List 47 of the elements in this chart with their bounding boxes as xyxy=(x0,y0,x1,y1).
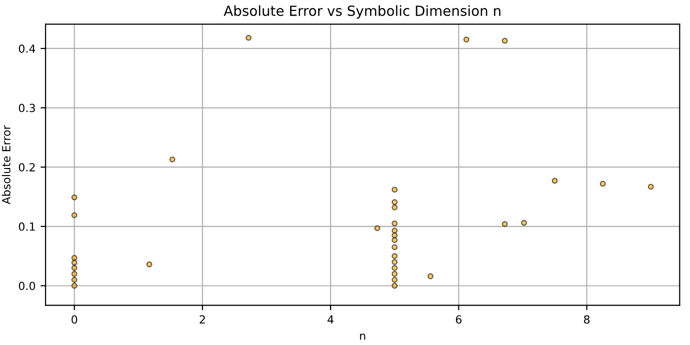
point xyxy=(392,237,398,244)
y-tick-label: 0.2 xyxy=(18,163,35,172)
x-tick-label: 0 xyxy=(72,315,78,324)
point xyxy=(463,36,470,43)
point xyxy=(392,228,398,234)
y-axis-title: Absolute Error xyxy=(2,125,10,204)
point xyxy=(71,254,78,261)
point xyxy=(146,261,152,268)
x-tick-label: 6 xyxy=(456,315,462,324)
point xyxy=(246,34,252,41)
point xyxy=(169,156,176,162)
point xyxy=(600,180,606,187)
x-tick-label: 8 xyxy=(584,315,590,324)
point xyxy=(392,259,398,265)
point xyxy=(392,220,398,226)
point xyxy=(392,270,398,277)
point xyxy=(392,204,398,210)
point xyxy=(374,225,380,232)
point xyxy=(392,253,398,260)
point xyxy=(71,260,78,266)
x-tick-label: 2 xyxy=(200,315,205,324)
point xyxy=(71,270,78,277)
y-tick-label: 0.3 xyxy=(18,104,35,112)
point xyxy=(71,282,78,289)
point xyxy=(392,186,398,193)
point xyxy=(71,264,78,271)
y-tick-label: 0.1 xyxy=(18,222,35,231)
point xyxy=(392,276,398,283)
point xyxy=(392,232,398,238)
chart-title: Absolute Error vs Symbolic Dimension n xyxy=(224,5,500,19)
point xyxy=(71,212,78,218)
point xyxy=(502,38,508,44)
point xyxy=(552,178,558,184)
point xyxy=(392,244,398,250)
point xyxy=(428,273,434,280)
x-axis-title: n xyxy=(360,334,366,340)
point xyxy=(71,194,78,200)
point xyxy=(392,282,398,289)
point xyxy=(648,184,654,190)
point xyxy=(71,276,78,283)
point xyxy=(521,220,527,226)
point xyxy=(392,199,398,206)
point xyxy=(502,221,508,228)
point xyxy=(392,264,398,271)
y-tick-label: 0.0 xyxy=(18,282,36,290)
x-tick-label: 4 xyxy=(328,315,334,324)
y-tick-label: 0.4 xyxy=(18,44,36,53)
